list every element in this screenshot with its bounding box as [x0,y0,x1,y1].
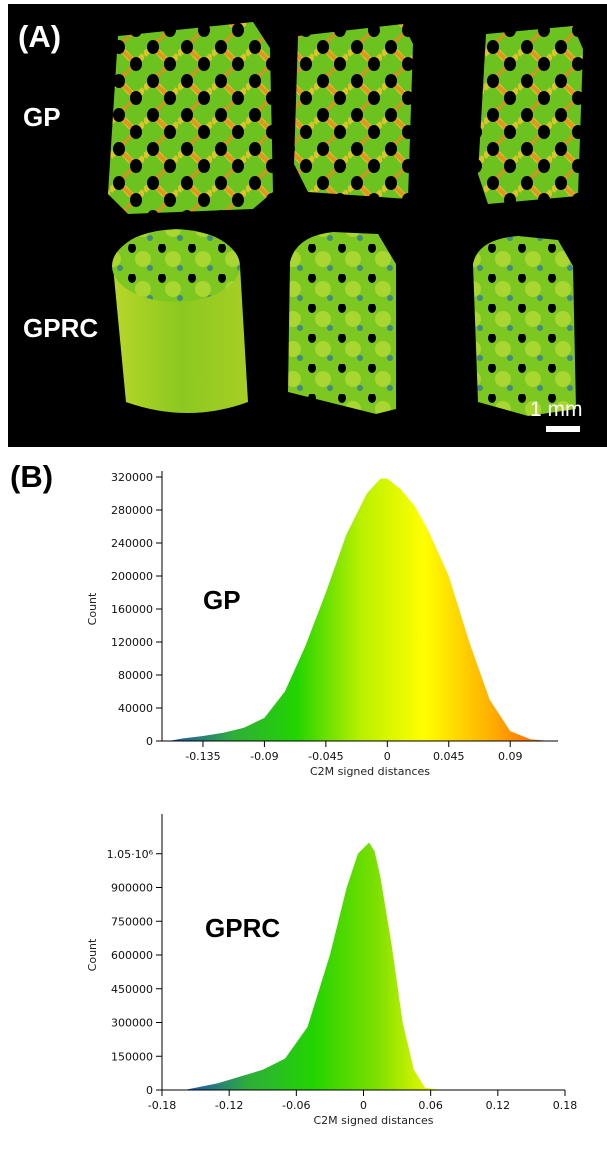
x-tick-label: 0.045 [433,750,465,763]
y-tick-label: 200000 [111,570,153,583]
x-tick-label: 0 [384,750,391,763]
y-tick-label: 120000 [111,636,153,649]
gp-scaffold-1 [108,22,273,214]
x-axis-title: C2M signed distances [310,765,430,778]
x-tick-label: 0 [360,1099,367,1112]
scale-bar [546,426,580,432]
x-tick-label: -0.18 [148,1099,176,1112]
panel-b-label: (B) [10,459,53,494]
panel-a-renders: (A) GP GPRC 1 mm [8,4,607,447]
y-tick-label: 750000 [111,915,153,928]
panel-b-label-svg: (B) [10,459,53,494]
scale-bar-label: 1 mm [530,398,583,421]
y-tick-label: 1.05·10⁶ [107,848,154,861]
gprc-scaffold-1 [112,229,248,413]
histogram-area [168,478,552,741]
y-axis-title: Count [86,938,99,971]
histogram-gprc: 0 150000 300000 450000 600000 750000 900000 1.0… [86,814,578,1127]
y-tick-label: 900000 [111,882,153,895]
y-tick-label: 0 [146,735,153,748]
y-tick-label: 280000 [111,504,153,517]
inset-label: GPRC [205,913,280,943]
histogram-gp: 0 40000 80000 120000 160000 200000 240000 28000… [86,471,558,778]
gprc-scaffold-2 [288,232,396,414]
x-tick-label: 0.12 [486,1099,511,1112]
y-tick-label: 240000 [111,537,153,550]
x-tick-label: 0.06 [418,1099,443,1112]
row-label-gprc: GPRC [23,313,98,343]
panel-b: (B) 0 40000 80000 120000 160000 200000 240000 2… [0,447,607,1155]
x-tick-label: -0.135 [185,750,220,763]
y-tick-label: 320000 [111,471,153,484]
y-tick-label: 0 [146,1084,153,1097]
y-tick-label: 160000 [111,603,153,616]
x-tick-label: -0.06 [282,1099,310,1112]
y-axis-title: Count [86,592,99,625]
x-tick-label: -0.045 [308,750,343,763]
y-tick-label: 40000 [118,702,153,715]
x-tick-label: 0.09 [498,750,523,763]
y-tick-label: 80000 [118,669,153,682]
y-tick-label: 300000 [111,1017,153,1030]
row-label-gp: GP [23,102,61,132]
inset-label: GP [203,585,241,615]
gp-scaffold-3 [478,26,583,204]
x-axis-title: C2M signed distances [314,1114,434,1127]
y-tick-label: 600000 [111,949,153,962]
x-tick-label: -0.12 [215,1099,243,1112]
histogram-area [184,842,442,1090]
gprc-scaffold-3 [473,236,576,416]
panel-a-label: (A) [18,19,61,54]
y-tick-label: 150000 [111,1050,153,1063]
gp-scaffold-2 [294,24,413,199]
x-tick-label: -0.09 [250,750,278,763]
y-tick-label: 450000 [111,983,153,996]
x-tick-label: 0.18 [553,1099,578,1112]
